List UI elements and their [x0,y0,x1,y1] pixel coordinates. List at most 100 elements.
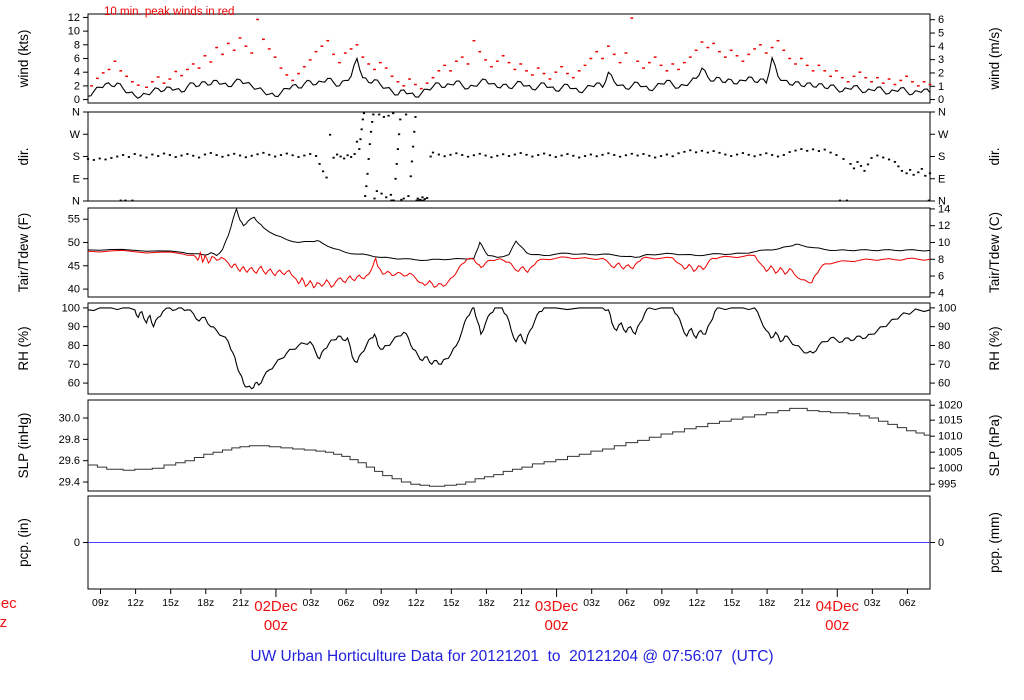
wind-peak-10min-dot [119,70,123,72]
wind-peak-10min-dot [113,60,117,62]
wind-direction-dot [490,156,493,159]
wind-direction-dot [335,153,339,156]
wind-direction-dot [392,199,395,202]
slp-ytick-label-right: 1010 [938,431,962,443]
wind-peak-10min-dot [788,57,792,60]
wind-direction-dot [328,133,332,136]
wind-direction-dot [461,154,464,156]
wind-direction-dot [415,199,418,202]
wind-direction-dot [139,154,142,157]
wind-ytick-label-right: 0 [938,94,944,106]
wind-direction-dot [186,153,189,155]
wind-direction-dot [900,169,904,172]
wind-direction-dot [325,176,328,179]
wind-peak-10min-dot [718,50,721,53]
wind-direction-dot [842,158,845,160]
x-tick-label-date: 02Dec [254,598,298,615]
x-tick-label: 12z [127,597,144,609]
wind-peak-10min-dot [490,65,493,68]
wind-peak-10min-dot [326,39,330,42]
wind-peak-10min-dot [209,61,213,63]
wind-direction-dot [391,199,394,202]
wind-direction-dot [104,158,107,161]
wind-direction-dot [856,161,859,163]
rh-panel-frame [87,302,931,395]
wind-peak-10min-dot [829,75,832,78]
wind-peak-10min-dot [712,42,716,45]
wind-direction-dot [920,167,923,170]
wind-direction-dot [806,149,809,152]
wind-peak-10min-dot [659,64,663,67]
wind-direction-dot [268,153,271,156]
wind-direction-dot [613,154,616,156]
wind-direction-dot [358,148,361,150]
wind-direction-dot [917,171,920,174]
x-tick-label-01dec-cutoff: 01Dec 00z [0,594,25,632]
wind-direction-dot [665,153,668,156]
wind-ytick-label-left: 10 [68,26,80,38]
dir-ytick-label-left: N [72,196,80,208]
wind-direction-dot [151,153,154,156]
wind-peak-10min-dot [349,48,353,50]
slp-ytick-label-left: 29.4 [59,477,80,489]
wind-direction-dot [927,199,930,202]
wind-direction-dot [373,197,376,200]
wind-direction-dot [724,153,727,156]
wind-peak-10min-dot [542,72,546,75]
wind-peak-10min-dot [536,67,540,69]
wind-peak-10min-dot [162,82,166,84]
wind-peak-10min-dot [571,76,575,79]
wind-ytick-label-right: 2 [938,67,944,79]
wind-direction-dot [630,152,633,155]
wind-direction-dot [297,156,300,158]
x-tick-label: 18z [478,597,495,609]
wind-direction-dot [429,155,432,158]
dir-ytick-label-right: N [938,107,946,119]
wind-average-trace [87,55,931,99]
temp-ytick-label-right: 6 [938,271,944,283]
wind-peak-10min-dot [875,76,879,79]
wind-ytick-label-left: 12 [68,12,80,24]
wind-peak-10min-dot [384,67,388,69]
wind-peak-10min-dot [653,56,657,58]
x-tick-label-date: 04Dec [816,598,860,615]
wind-direction-dot [735,153,739,156]
wind-direction-dot [601,153,604,156]
x-tick-label: 15z [162,597,179,609]
wind-direction-dot [618,155,622,158]
wind-peak-10min-dot [601,57,604,60]
wind-direction-dot [583,155,587,157]
wind-direction-dot [110,157,113,159]
wind-direction-dot [350,156,353,158]
wind-ytick-label-left: 2 [74,80,80,92]
wind-peak-10min-dot [764,52,768,54]
wind-direction-dot [419,198,422,201]
wind-direction-dot [423,198,426,200]
wind-direction-dot [897,165,900,168]
wind-direction-dot [542,152,546,155]
x-tick-label: 09z [92,597,109,609]
wind-direction-dot [197,156,201,159]
wind-direction-dot [420,199,423,202]
wind-peak-10min-dot [870,81,873,83]
wind-direction-dot [250,154,253,157]
slp-ytick-label-right: 1000 [938,463,962,475]
wind-peak-10min-dot [618,61,622,64]
wind-direction-dot [162,152,166,155]
wind-peak-10min-dot [332,53,335,56]
wind-direction-dot [389,193,392,196]
x-tick-label: 12z [688,597,705,609]
wind-peak-10min-dot [560,65,564,68]
wind-panel-frame [87,13,931,104]
rh-ytick-label-right: 60 [938,378,950,390]
wind-direction-dot [361,118,364,121]
wind-peak-10min-dot [642,67,645,69]
wind-peak-10min-dot [186,68,189,71]
wind-ytick-label-right: 1 [938,81,944,93]
wind-direction-dot [519,152,522,154]
dir-ytick-label-left: N [72,107,80,119]
wind-peak-10min-dot [741,60,745,62]
wind-direction-dot [285,152,288,155]
x-tick-label: 06z [618,597,635,609]
dir-ytick-label-right: N [938,196,946,208]
